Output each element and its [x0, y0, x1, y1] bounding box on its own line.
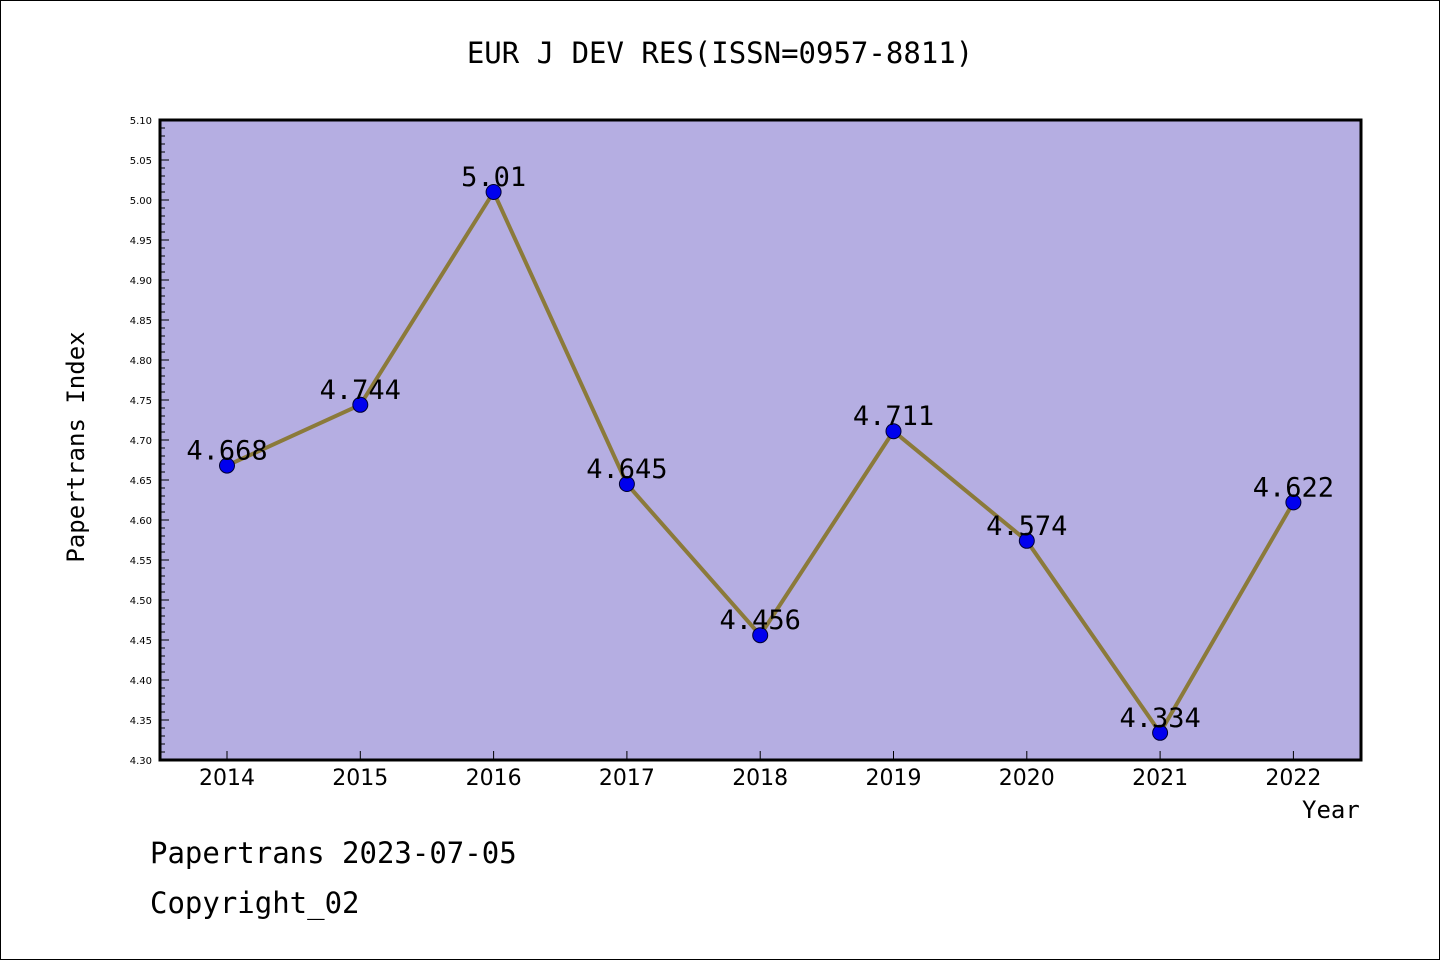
y-axis: 4.30 4.35 4.40 4.45 4.50 4.55 4.60 4.65 4.70 4.75… — [130, 116, 169, 767]
x-axis-label: Year — [1302, 796, 1360, 824]
data-point — [885, 423, 902, 440]
data-label: 4.622 — [1253, 472, 1334, 503]
data-label: 5.01 — [461, 162, 526, 193]
plot-area — [160, 120, 1361, 760]
y-tick-label: 4.60 — [130, 516, 152, 527]
y-tick-label: 5.05 — [130, 156, 152, 167]
y-tick-label: 5.10 — [130, 116, 152, 127]
series-group: 4.668 4.744 5.01 4.645 4.456 4.711 4.574 4.334 4… — [186, 162, 1334, 741]
data-point — [1152, 724, 1169, 741]
x-tick-label: 2020 — [999, 766, 1055, 791]
x-tick-label: 2021 — [1132, 766, 1188, 791]
x-tick-label: 2016 — [466, 766, 522, 791]
y-tick-label: 4.75 — [130, 396, 152, 407]
plot-border — [158, 118, 1363, 762]
chart-title: EUR J DEV RES(ISSN=0957-8811) — [466, 36, 974, 70]
y-tick-label: 4.40 — [130, 676, 152, 687]
y-tick-label: 4.30 — [130, 756, 152, 767]
data-point — [485, 184, 502, 200]
y-tick-label: 4.95 — [130, 236, 152, 247]
data-point — [1285, 494, 1302, 511]
y-tick-label: 4.90 — [130, 276, 152, 287]
data-label: 4.456 — [720, 605, 801, 636]
x-tick-label: 2018 — [732, 766, 788, 791]
footer-copyright: Copyright_02 — [150, 886, 360, 920]
y-tick-label: 4.35 — [130, 716, 152, 727]
y-tick-label: 4.55 — [130, 556, 152, 567]
x-tick-label: 2017 — [599, 766, 655, 791]
data-point — [618, 476, 635, 492]
x-tick-label: 2014 — [199, 766, 255, 791]
y-tick-label: 4.65 — [130, 476, 152, 487]
y-tick-label: 4.85 — [130, 316, 152, 327]
data-label: 4.574 — [986, 511, 1067, 542]
footer-date: Papertrans 2023-07-05 — [150, 836, 517, 870]
y-tick-label: 4.50 — [130, 596, 152, 607]
y-tick-label: 5.00 — [130, 196, 152, 207]
data-label: 4.645 — [586, 454, 667, 485]
data-label: 4.668 — [186, 436, 267, 467]
data-label: 4.711 — [853, 401, 934, 432]
x-tick-label: 2022 — [1265, 766, 1321, 791]
y-tick-label: 4.70 — [130, 436, 152, 447]
data-point — [1018, 532, 1035, 549]
y-tick-label: 4.45 — [130, 636, 152, 647]
data-point — [219, 457, 235, 474]
data-label: 4.334 — [1119, 703, 1200, 734]
x-tick-label: 2019 — [866, 766, 922, 791]
x-tick-label: 2015 — [332, 766, 388, 791]
y-tick-label: 4.80 — [130, 356, 152, 367]
data-label: 4.744 — [320, 375, 401, 406]
data-point — [752, 627, 769, 644]
data-point — [352, 396, 369, 413]
